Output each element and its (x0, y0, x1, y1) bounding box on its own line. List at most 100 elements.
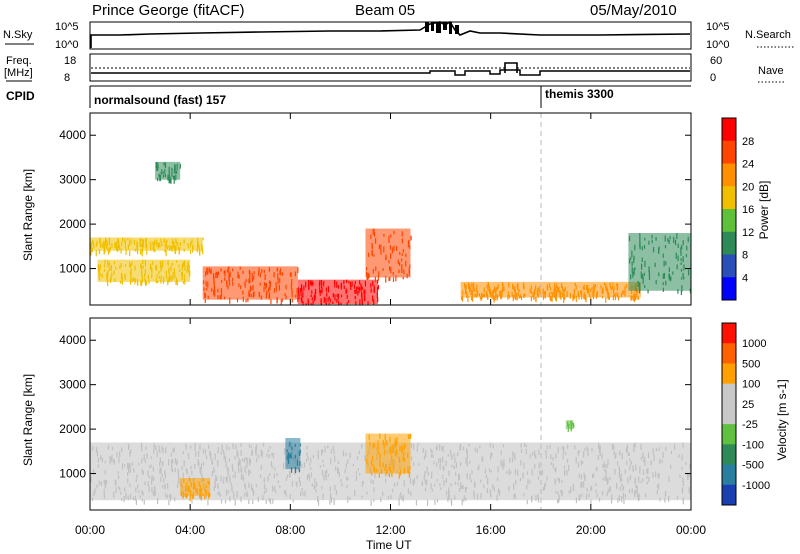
scatter-cell (285, 295, 287, 300)
scatter-cell (526, 484, 528, 490)
scatter-cell (215, 475, 217, 480)
scatter-cell (658, 473, 660, 479)
scatter-cell (210, 268, 212, 275)
scatter-cell (463, 283, 466, 286)
scatter-cell (348, 280, 350, 284)
scatter-cell (282, 272, 284, 276)
scatter-cell (141, 468, 143, 474)
scatter-cell (606, 492, 608, 496)
scatter-cell (288, 458, 290, 465)
scatter-cell (90, 247, 93, 252)
scatter-cell (169, 495, 172, 502)
scatter-cell (458, 474, 460, 480)
scatter-cell (152, 261, 154, 265)
scatter-cell (144, 281, 146, 285)
scatter-cell (210, 452, 212, 460)
scatter-cell (590, 499, 592, 505)
scatter-cell (455, 471, 457, 477)
scatter-cell (373, 228, 375, 232)
scatter-cell (244, 492, 246, 497)
scatter-cell (226, 466, 229, 470)
scatter-cell (312, 281, 314, 286)
scatter-cell (272, 452, 275, 459)
scatter-cell (664, 497, 666, 503)
scatter-cell (501, 287, 503, 293)
scatter-cell (380, 244, 382, 251)
scatter-cell (424, 470, 426, 477)
scatter-cell (95, 446, 98, 453)
scatter-cell (159, 260, 162, 268)
scatter-cell (551, 295, 553, 302)
scatter-cell (134, 265, 136, 271)
scatter-cell (134, 277, 137, 283)
scatter-cell (231, 485, 233, 492)
scatter-cell (300, 293, 302, 297)
scatter-cell (480, 296, 482, 301)
scatter-cell (158, 445, 160, 452)
scatter-cell (111, 446, 114, 451)
scatter-cell (344, 469, 346, 474)
scatter-cell (641, 275, 643, 280)
scatter-cell (165, 446, 167, 454)
scatter-cell (408, 267, 410, 273)
scatter-cell (315, 288, 317, 295)
scatter-cell (538, 452, 540, 456)
scatter-cell (310, 472, 312, 478)
scatter-cell (361, 298, 363, 305)
scatter-cell (626, 444, 629, 448)
scatter-cell (605, 475, 607, 481)
scatter-cell (614, 295, 617, 301)
scatter-cell (431, 471, 433, 475)
scatter-cell (173, 175, 176, 180)
scatter-cell (377, 440, 379, 444)
scatter-cell (469, 474, 471, 480)
scatter-cell (265, 283, 267, 290)
scatter-cell (435, 447, 437, 450)
scatter-cell (482, 293, 484, 298)
scatter-cell (580, 474, 582, 480)
scatter-cell (323, 296, 325, 303)
scatter-cell (466, 449, 468, 454)
scatter-cell (377, 449, 379, 455)
scatter-cell (425, 449, 427, 455)
scatter-cell (153, 443, 155, 450)
scatter-cell (239, 266, 241, 270)
scatter-cell (462, 446, 465, 451)
scatter-cell (337, 461, 339, 465)
scatter-cell (377, 446, 379, 450)
scatter-cell (111, 272, 113, 278)
scatter-cell (324, 470, 326, 477)
scatter-cell (303, 462, 306, 468)
scatter-cell (624, 285, 626, 292)
scatter-cell (97, 464, 99, 468)
scatter-cell (301, 287, 303, 293)
scatter-cell (319, 464, 321, 468)
scatter-cell (619, 486, 621, 491)
scatter-cell (249, 459, 251, 466)
scatter-cell (382, 491, 384, 497)
scatter-cell (287, 452, 289, 456)
scatter-cell (329, 486, 331, 492)
scatter-cell (175, 245, 177, 251)
scatter-cell (476, 284, 478, 288)
scatter-cell (159, 175, 162, 181)
scatter-cell (171, 173, 173, 177)
scatter-cell (401, 496, 403, 500)
scatter-cell (629, 465, 631, 471)
scatter-cell (250, 484, 253, 491)
scatter-cell (594, 284, 597, 288)
scatter-cell (610, 497, 613, 504)
scatter-cell (202, 493, 204, 496)
scatter-cell (438, 458, 440, 464)
scatter-cell (616, 482, 618, 489)
freq-label: Freq. (6, 55, 32, 67)
scatter-cell (400, 492, 402, 496)
scatter-cell (443, 480, 445, 486)
scatter-cell (631, 295, 633, 300)
scatter-cell (402, 276, 404, 280)
scatter-cell (315, 489, 317, 493)
scatter-cell (103, 249, 105, 255)
scatter-cell (535, 454, 537, 459)
scatter-cell (371, 456, 374, 461)
scatter-cell (441, 446, 443, 451)
